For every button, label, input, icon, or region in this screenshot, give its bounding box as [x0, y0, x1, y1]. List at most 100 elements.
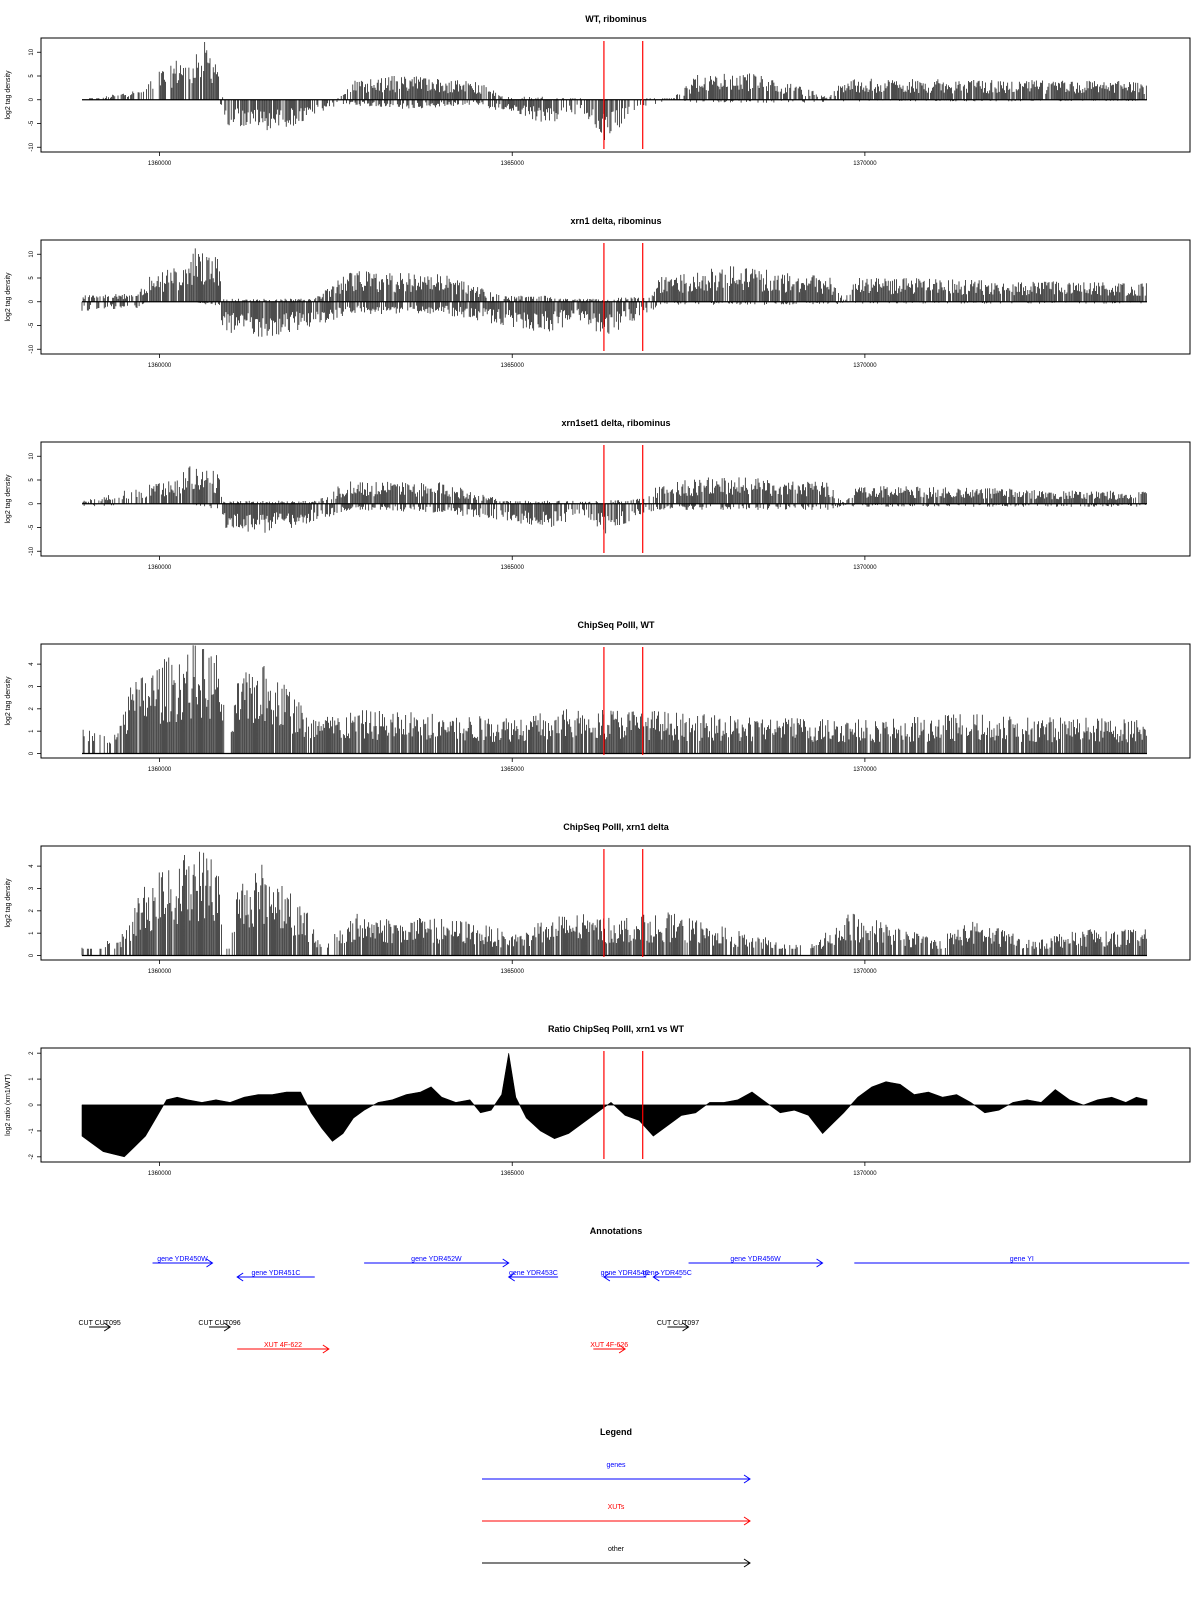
legend-entry-gene: genes — [482, 1462, 751, 1484]
legend: Legend genes XUTs other — [482, 1427, 751, 1568]
y-tick-label: 5 — [29, 74, 35, 78]
y-tick-label: -1 — [29, 1128, 35, 1134]
annotation-other: CUT CUT097 — [657, 1320, 699, 1332]
chart-panel-4: ChipSeq PolII, WT 0 1 2 3 4 log2 tag density 13… — [5, 620, 1191, 773]
x-tick-label: 1370000 — [853, 565, 877, 571]
arrow-right-icon — [816, 1258, 824, 1268]
plot-frame — [40, 441, 1191, 557]
arrow-right-icon — [743, 1558, 751, 1568]
chart-title: xrn1set1 delta, ribominus — [561, 418, 670, 428]
plot-frame — [40, 37, 1191, 153]
data-series — [82, 42, 1147, 140]
arrow-right-icon — [743, 1474, 751, 1484]
chart-panel-5: ChipSeq PolII, xrn1 delta 0 1 2 3 4 log2 tag d… — [5, 822, 1191, 975]
y-tick-label: -10 — [29, 344, 35, 353]
y-axis-label: log2 tag density — [5, 676, 12, 726]
y-tick-label: 1 — [29, 931, 35, 935]
y-tick-label: -10 — [29, 546, 35, 555]
arrow-right-icon — [502, 1258, 510, 1268]
chart-title: ChipSeq PolII, xrn1 delta — [563, 822, 670, 832]
plot-frame — [40, 239, 1191, 355]
x-tick-label: 1360000 — [148, 363, 172, 369]
x-tick-label: 1365000 — [501, 363, 525, 369]
chart-title: WT, ribominus — [585, 14, 647, 24]
feature-label: gene YDR450W — [157, 1256, 208, 1263]
x-tick-label: 1360000 — [148, 767, 172, 773]
y-tick-label: 10 — [29, 452, 35, 459]
feature-label: gene YI — [1010, 1256, 1034, 1263]
y-tick-label: 5 — [29, 276, 35, 280]
legend-label: other — [608, 1546, 625, 1553]
y-tick-label: 3 — [29, 886, 35, 890]
arrow-right-icon — [206, 1258, 214, 1268]
y-tick-label: 1 — [29, 729, 35, 733]
annotation-features: gene YDR450W gene YDR451C gene YDR452W gene… — [78, 1256, 1190, 1354]
annotation-gene: gene YDR450W — [152, 1256, 214, 1268]
arrow-right-icon — [322, 1344, 330, 1354]
feature-label: gene YDR456W — [730, 1256, 781, 1263]
feature-label: gene YDR451C — [252, 1270, 301, 1277]
feature-label: XUT 4F-626 — [590, 1342, 628, 1349]
annotation-xut: XUT 4F-622 — [237, 1342, 330, 1354]
y-tick-label: 2 — [29, 908, 35, 912]
y-axis-label: log2 ratio (xrn1/WT) — [5, 1074, 12, 1136]
y-tick-label: 1 — [29, 1077, 35, 1081]
density-bars — [81, 851, 1147, 956]
y-tick-label: 2 — [29, 706, 35, 710]
x-tick-label: 1370000 — [853, 161, 877, 167]
arrow-right-icon — [103, 1322, 112, 1332]
feature-label: gene YDR452W — [411, 1256, 462, 1263]
x-tick-label: 1365000 — [501, 969, 525, 975]
x-tick-label: 1360000 — [148, 969, 172, 975]
y-tick-label: -5 — [29, 322, 35, 328]
y-tick-label: 2 — [29, 1051, 35, 1055]
annotations-title: Annotations — [590, 1226, 643, 1236]
feature-label: CUT CUT097 — [657, 1320, 699, 1327]
arrow-left-icon — [603, 1272, 611, 1282]
density-bars — [82, 645, 1147, 754]
legend-title: Legend — [600, 1427, 632, 1437]
arrow-right-icon — [618, 1344, 626, 1354]
feature-label: CUT CUT096 — [198, 1320, 240, 1327]
density-bars — [89, 42, 1147, 140]
y-tick-label: 0 — [29, 299, 35, 303]
x-tick-label: 1365000 — [501, 565, 525, 571]
y-tick-label: 0 — [29, 501, 35, 505]
chart-title: Ratio ChipSeq PolII, xrn1 vs WT — [548, 1024, 685, 1034]
annotation-other: CUT CUT095 — [78, 1320, 121, 1332]
annotation-gene: gene YDR451C — [236, 1270, 315, 1282]
annotation-gene: gene YDR453C — [507, 1270, 559, 1282]
y-tick-label: 10 — [29, 48, 35, 55]
y-tick-label: 0 — [29, 1103, 35, 1107]
data-series — [82, 466, 1147, 534]
x-tick-label: 1365000 — [501, 767, 525, 773]
feature-label: gene YDR455C — [643, 1270, 692, 1277]
y-tick-label: 0 — [29, 751, 35, 755]
y-tick-label: 0 — [29, 953, 35, 957]
y-tick-label: 0 — [29, 97, 35, 101]
y-tick-label: -10 — [29, 142, 35, 151]
y-tick-label: -5 — [29, 120, 35, 126]
y-tick-label: 4 — [29, 662, 35, 666]
x-tick-label: 1365000 — [501, 161, 525, 167]
arrow-left-icon — [652, 1272, 660, 1282]
chart-panel-1: WT, ribominus -10 -5 0 5 10 log2 tag density 13… — [5, 14, 1191, 167]
x-tick-label: 1360000 — [148, 1171, 172, 1177]
annotation-gene: gene YDR452W — [364, 1256, 510, 1268]
chart-panel-6: Ratio ChipSeq PolII, xrn1 vs WT -2 -1 0 1 2 lo… — [5, 1024, 1191, 1177]
y-tick-label: -5 — [29, 524, 35, 530]
arrow-right-icon — [743, 1516, 751, 1526]
x-tick-label: 1360000 — [148, 161, 172, 167]
data-series — [81, 248, 1147, 337]
y-tick-label: -2 — [29, 1153, 35, 1159]
plot-frame — [40, 643, 1191, 759]
data-series — [81, 851, 1147, 957]
feature-label: gene YDR454C — [601, 1270, 650, 1277]
legend-entries: genes XUTs other — [482, 1462, 751, 1568]
annotation-gene: gene YDR455C — [643, 1270, 692, 1282]
density-bars — [82, 466, 1147, 534]
arrow-right-icon — [682, 1322, 690, 1332]
